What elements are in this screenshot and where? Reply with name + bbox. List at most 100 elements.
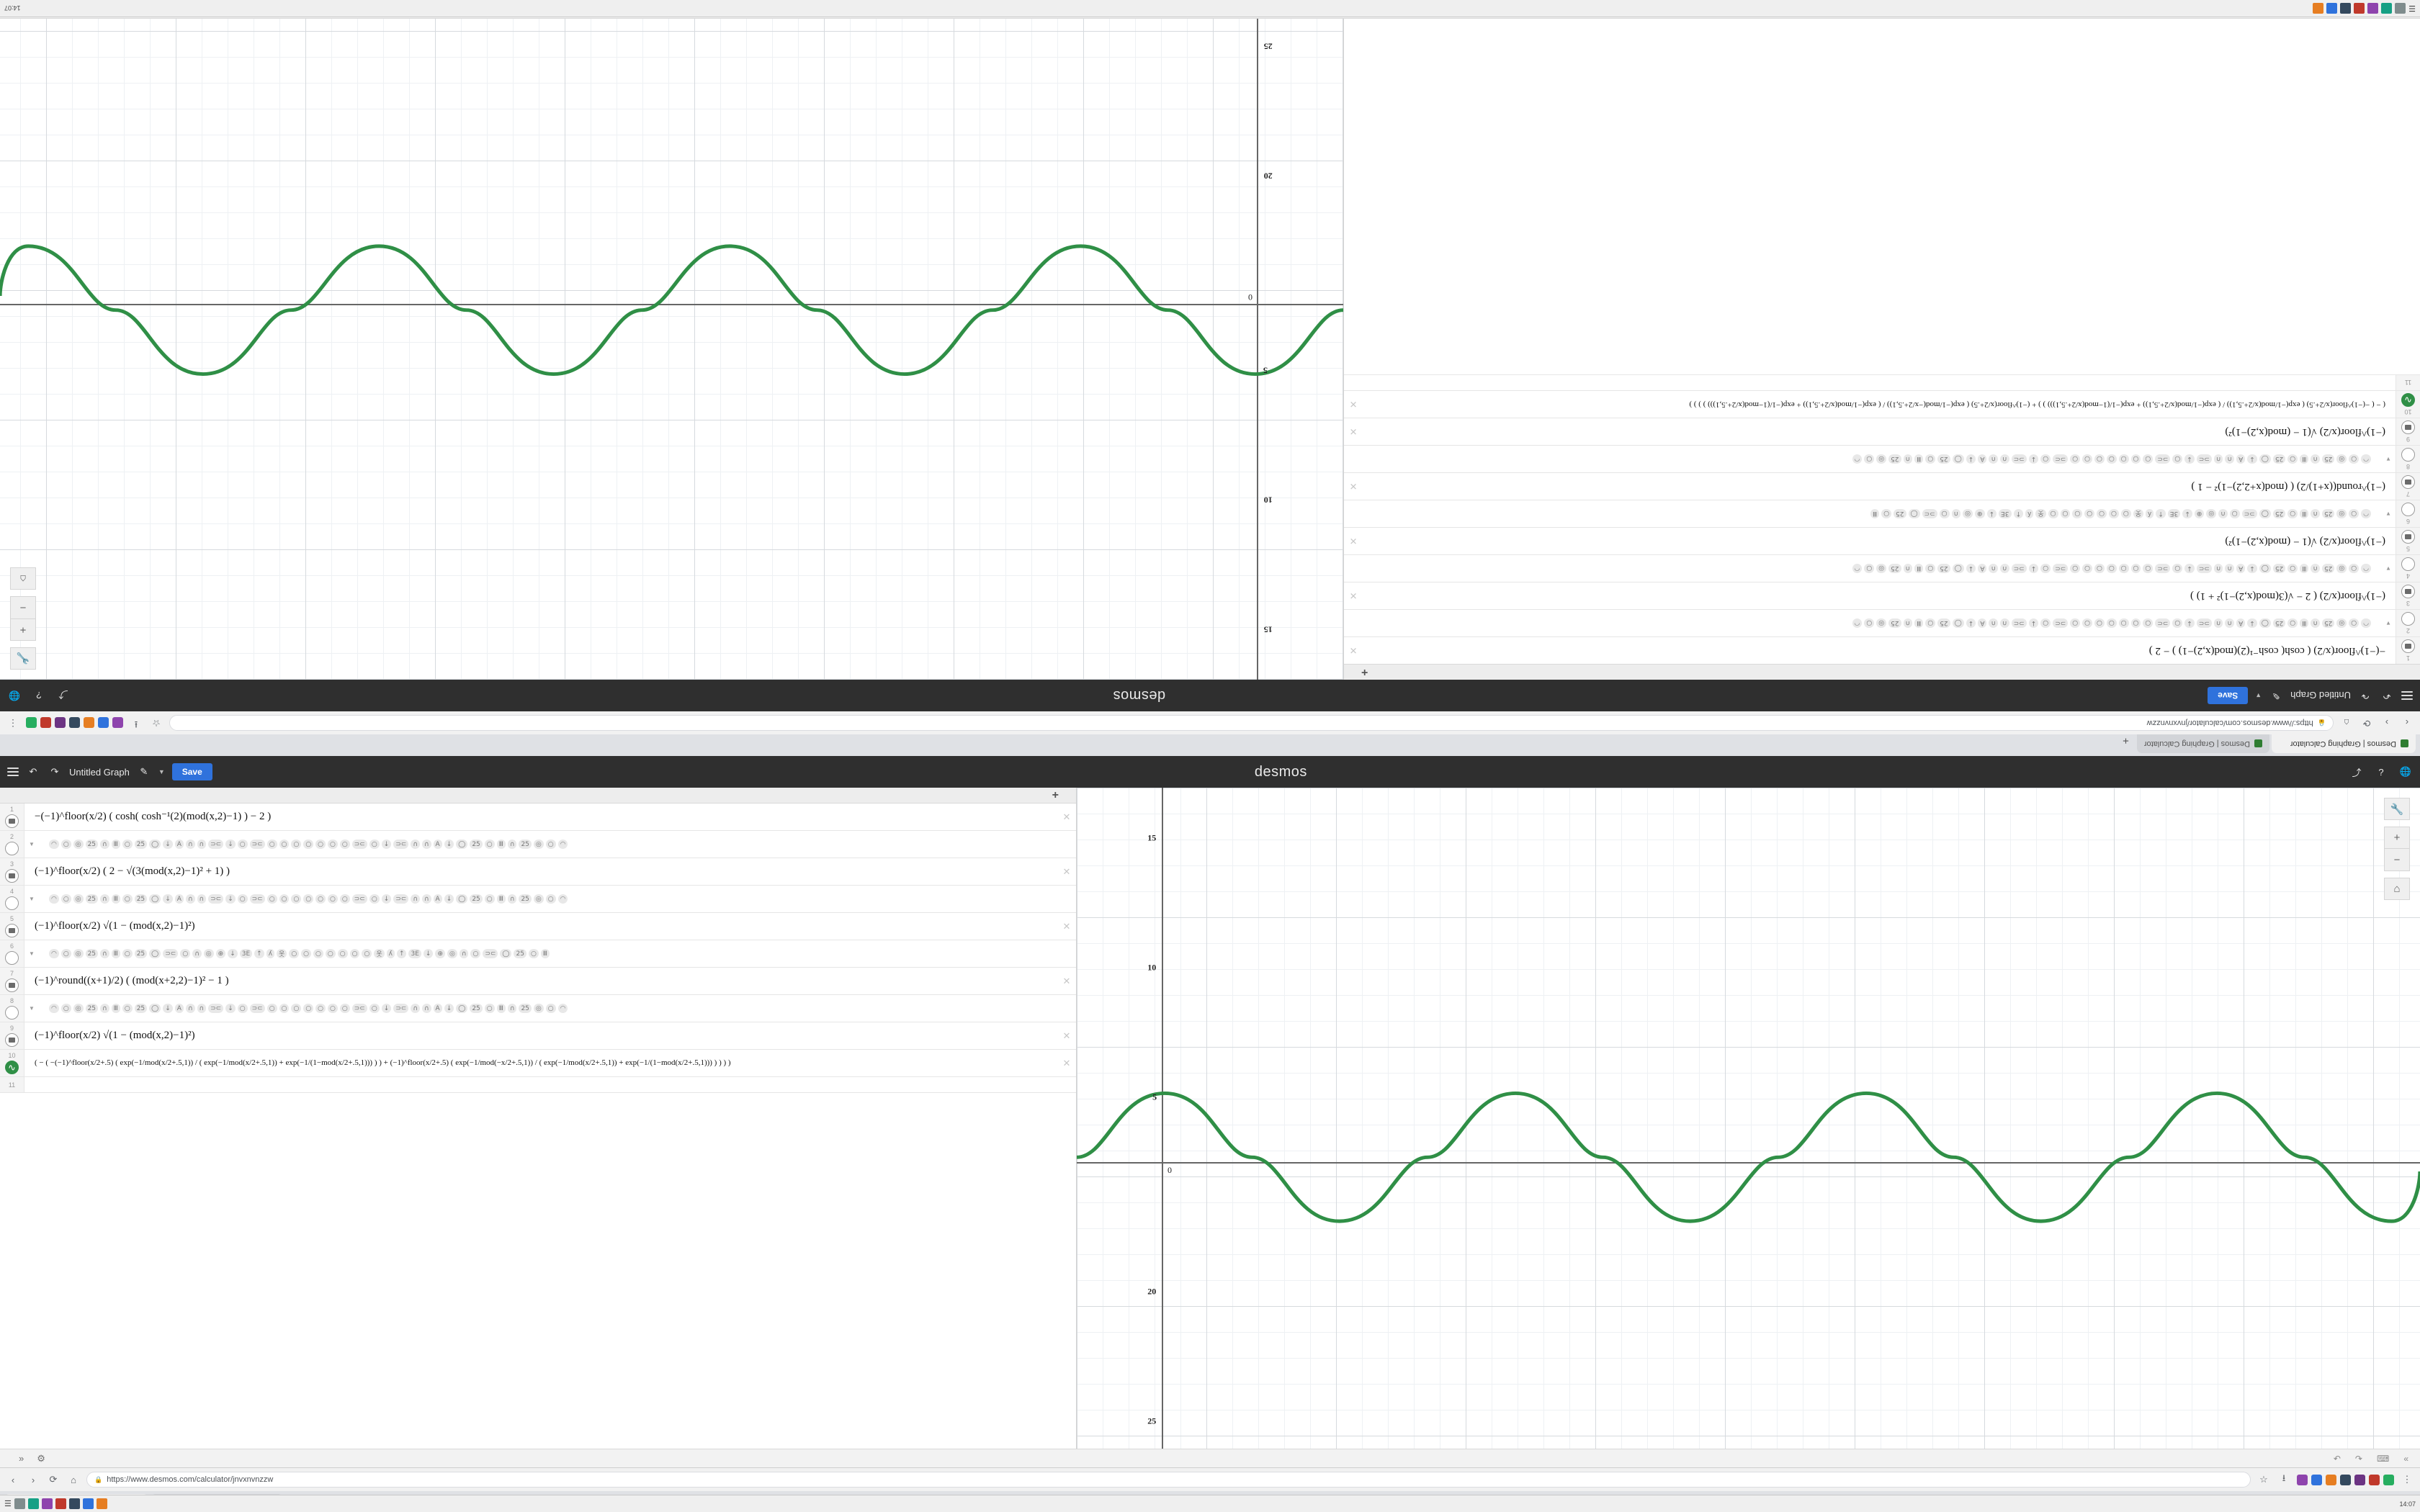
chevron-down-icon[interactable]: ▼ <box>29 1005 35 1012</box>
delete-expression-icon[interactable]: ✕ <box>1349 590 1358 602</box>
expression-visibility-toggle[interactable] <box>2401 530 2415 544</box>
expression-row[interactable]: 6 ▼ ◠ ○ ◎ 25 ∩ Ⅲ ○ 25 ◯ ⊃⊂ ○ ∩ ◎ ⊕ ↓ 3E ↑ ʎ 옷 ○ ○ ○ ○ ○ ○ ○ 옷 ʎ ↑ 3E ↓ ⊕ ◎… <box>1344 500 2420 527</box>
expression-visibility-toggle[interactable] <box>2401 639 2415 653</box>
home-icon[interactable]: ⌂ <box>71 1474 76 1485</box>
globe-icon[interactable]: 🌐 <box>8 690 21 701</box>
delete-expression-icon[interactable]: ✕ <box>1062 811 1071 822</box>
expression-row[interactable]: 7 (−1)^round((x+1)/2) ( (mod(x+2,2)−1)² −… <box>0 968 1076 995</box>
home-icon[interactable]: ⌂ <box>2344 717 2349 729</box>
expression-body[interactable]: ( − ( −(−1)^floor(x/2+.5) ( exp(−1/mod(x… <box>24 1050 1057 1076</box>
address-bar[interactable]: 🔒 https://www.desmos.com/calculator/jnvx… <box>86 1472 2251 1488</box>
delete-expression-icon[interactable]: ✕ <box>1062 865 1071 877</box>
expression-visibility-toggle[interactable] <box>5 814 19 828</box>
globe-icon[interactable]: 🌐 <box>2399 766 2412 777</box>
expression-row[interactable]: 10 ( − ( −(−1)^floor(x/2+.5) ( exp(−1/mod… <box>0 1050 1076 1077</box>
extension-icon[interactable] <box>2340 1474 2351 1485</box>
kebab-menu-icon[interactable]: ⋮ <box>8 718 18 729</box>
gear-icon[interactable]: ⚙ <box>37 1452 45 1464</box>
undo-arrow-icon[interactable]: ↶ <box>2333 1453 2341 1464</box>
delete-expression-icon[interactable]: ✕ <box>1062 1057 1071 1068</box>
expression-row[interactable]: 1 −(−1)^floor(x/2) ( cosh( cosh⁻¹(2)(mod(… <box>1344 636 2420 664</box>
delete-expression-icon[interactable]: ✕ <box>1349 399 1358 410</box>
expression-visibility-toggle[interactable] <box>5 842 19 855</box>
graph-pane[interactable]: 0 5 10 15 20 25 🔧 + − ⌂ <box>0 19 1343 680</box>
edit-pencil-icon[interactable]: ✎ <box>140 766 148 777</box>
expression-visibility-toggle[interactable] <box>5 1006 19 1020</box>
zoom-in-button[interactable]: + <box>10 618 36 641</box>
question-mark-icon[interactable]: ? <box>2378 766 2384 778</box>
zoom-out-button[interactable]: − <box>2384 849 2410 871</box>
reload-icon[interactable]: ⟳ <box>2362 718 2371 729</box>
wrench-icon[interactable]: 🔧 <box>2384 798 2410 820</box>
download-icon[interactable]: ⭳ <box>2282 1472 2286 1483</box>
hamburger-menu-icon[interactable] <box>2401 691 2413 700</box>
expression-body[interactable]: −(−1)^floor(x/2) ( cosh( cosh⁻¹(2)(mod(x… <box>24 804 1057 830</box>
extension-icon[interactable] <box>26 717 37 729</box>
taskbar-icon[interactable] <box>2313 3 2324 14</box>
expression-row[interactable]: 2 ▼ ◠ ○ ◎ 25 ∩ Ⅲ ○ 25 ◯ ↓ A ∩ ∩ ⊃⊂ ↓ ○ ⊃⊂ ○ ○ ○ ○ ○ ○ ○ ⊃⊂ ○ ↓ ⊃⊂ ∩ ∩ A ↓… <box>0 831 1076 858</box>
extension-icon[interactable] <box>112 717 123 729</box>
expression-body[interactable]: ◠ ○ ◎ 25 ∩ Ⅲ ○ 25 ◯ ⊃⊂ ○ ∩ ◎ ⊕ ↓ 3E ↑ ʎ 옷 ○ ○ ○ ○ ○ ○ ○ 옷 ʎ ↑ 3E ↓ ⊕ ◎ ∩ ○… <box>1344 500 2381 527</box>
taskbar-icon[interactable] <box>2354 3 2365 14</box>
expression-visibility-toggle[interactable] <box>2401 420 2415 434</box>
taskbar-icon[interactable] <box>14 1498 25 1509</box>
chevron-down-icon[interactable]: ▼ <box>2255 692 2262 699</box>
address-bar[interactable]: 🔒 https://www.desmos.com/calculator/jnvx… <box>169 715 2334 731</box>
redo-arrow-icon[interactable]: ↷ <box>2361 690 2370 701</box>
expression-row[interactable]: 10 ( − ( −(−1)^floor(x/2+.5) ( exp(−1/mod… <box>1344 390 2420 418</box>
back-icon[interactable]: ‹ <box>11 1474 15 1485</box>
download-icon[interactable]: ⭳ <box>134 719 138 730</box>
kebab-menu-icon[interactable]: ⋮ <box>2402 1474 2412 1485</box>
taskbar-icon[interactable] <box>68 1498 80 1509</box>
expression-row[interactable]: 2 ▼ ◠ ○ ◎ 25 ∩ Ⅲ ○ 25 ◯ ↓ A ∩ ∩ ⊃⊂ ↓ ○ ⊃⊂ ○ ○ ○ ○ ○ ○ ○ ⊃⊂ ○ ↓ ⊃⊂ ∩ ∩ A ↓… <box>1344 609 2420 636</box>
expression-visibility-toggle[interactable] <box>5 869 19 883</box>
expression-body[interactable]: ◠ ○ ◎ 25 ∩ Ⅲ ○ 25 ◯ ⊃⊂ ○ ∩ ◎ ⊕ ↓ 3E ↑ ʎ 옷 ○ ○ ○ ○ ○ ○ ○ 옷 ʎ ↑ 3E ↓ ⊕ ◎ ∩ ○… <box>39 940 1076 967</box>
chevron-down-icon[interactable]: ▼ <box>158 768 165 775</box>
expression-body[interactable]: (−1)^floor(x/2) ( 2 − √(3(mod(x,2)−1)² +… <box>1363 582 2396 609</box>
expression-body[interactable]: (−1)^round((x+1)/2) ( (mod(x+2,2)−1)² − … <box>1363 473 2396 500</box>
taskbar-icon[interactable] <box>2395 3 2406 14</box>
redo-arrow-icon[interactable]: ↷ <box>50 766 59 777</box>
expression-row[interactable]: 5 (−1)^floor(x/2) √(1 − (mod(x,2)−1)²) ✕ <box>0 913 1076 940</box>
extension-icon[interactable] <box>84 717 94 729</box>
expression-body[interactable]: (−1)^floor(x/2) √(1 − (mod(x,2)−1)²) <box>1363 528 2396 554</box>
graph-pane[interactable]: 0 5 10 15 20 25 🔧 + − ⌂ <box>1077 788 2420 1449</box>
expression-visibility-toggle[interactable] <box>2401 393 2415 407</box>
expression-body[interactable]: −(−1)^floor(x/2) ( cosh( cosh⁻¹(2)(mod(x… <box>1363 637 2396 664</box>
expression-body[interactable]: (−1)^floor(x/2) √(1 − (mod(x,2)−1)²) <box>24 1022 1057 1049</box>
expression-body[interactable]: (−1)^floor(x/2) √(1 − (mod(x,2)−1)²) <box>1363 418 2396 445</box>
taskbar-icon[interactable] <box>2367 3 2379 14</box>
expression-visibility-toggle[interactable] <box>2401 503 2415 516</box>
chevron-down-icon[interactable]: ▼ <box>2385 565 2391 572</box>
taskbar-icon[interactable] <box>27 1498 39 1509</box>
expression-row[interactable]: 8 ▼ ◠ ○ ◎ 25 ∩ Ⅲ ○ 25 ◯ ↓ A ∩ ∩ ⊃⊂ ↓ ○ ⊃⊂ ○ ○ ○ ○ ○ ○ ○ ⊃⊂ ○ ↓ ⊃⊂ ∩ ∩ A ↓… <box>1344 445 2420 472</box>
expression-visibility-toggle[interactable] <box>2401 585 2415 598</box>
double-chevron-right-icon[interactable]: » <box>19 1453 24 1464</box>
hamburger-menu-icon[interactable] <box>7 768 19 776</box>
expression-body[interactable]: ◠ ○ ◎ 25 ∩ Ⅲ ○ 25 ◯ ↓ A ∩ ∩ ⊃⊂ ↓ ○ ⊃⊂ ○ ○ ○ ○ ○ ○ ○ ⊃⊂ ○ ↓ ⊃⊂ ∩ ∩ A ↓ ◯ 2… <box>39 886 1076 912</box>
expression-body[interactable]: (−1)^round((x+1)/2) ( (mod(x+2,2)−1)² − … <box>24 968 1057 994</box>
expression-visibility-toggle[interactable] <box>5 951 19 965</box>
delete-expression-icon[interactable]: ✕ <box>1349 426 1358 438</box>
home-button[interactable]: ⌂ <box>2384 878 2410 900</box>
expression-row[interactable]: 6 ▼ ◠ ○ ◎ 25 ∩ Ⅲ ○ 25 ◯ ⊃⊂ ○ ∩ ◎ ⊕ ↓ 3E ↑ ʎ 옷 ○ ○ ○ ○ ○ ○ ○ 옷 ʎ ↑ 3E ↓ ⊕ ◎… <box>0 940 1076 968</box>
expression-row[interactable]: 11 <box>1344 374 2420 390</box>
double-chevron-left-icon[interactable]: « <box>2403 1453 2408 1464</box>
wrench-icon[interactable]: 🔧 <box>10 647 36 670</box>
taskbar-icon[interactable] <box>96 1498 107 1509</box>
keyboard-icon[interactable]: ⌨ <box>2376 1453 2390 1464</box>
expression-row[interactable]: 9 (−1)^floor(x/2) √(1 − (mod(x,2)−1)²) ✕ <box>0 1022 1076 1050</box>
expression-body[interactable]: ( − ( −(−1)^floor(x/2+.5) ( exp(−1/mod(x… <box>1363 391 2396 418</box>
extension-icon[interactable] <box>2297 1474 2308 1485</box>
chevron-down-icon[interactable]: ▼ <box>29 950 35 957</box>
extension-icon[interactable] <box>2311 1474 2322 1485</box>
expression-body[interactable]: (−1)^floor(x/2) √(1 − (mod(x,2)−1)²) <box>24 913 1057 940</box>
hamburger-menu-icon[interactable]: ☰ <box>4 1500 12 1508</box>
expression-row[interactable]: 1 −(−1)^floor(x/2) ( cosh( cosh⁻¹(2)(mod(… <box>0 804 1076 831</box>
delete-expression-icon[interactable]: ✕ <box>1349 536 1358 547</box>
delete-expression-icon[interactable]: ✕ <box>1349 645 1358 657</box>
expression-row[interactable]: 4 ▼ ◠ ○ ◎ 25 ∩ Ⅲ ○ 25 ◯ ↓ A ∩ ∩ ⊃⊂ ↓ ○ ⊃⊂ ○ ○ ○ ○ ○ ○ ○ ⊃⊂ ○ ↓ ⊃⊂ ∩ ∩ A ↓… <box>0 886 1076 913</box>
expression-row[interactable]: 3 (−1)^floor(x/2) ( 2 − √(3(mod(x,2)−1)² … <box>0 858 1076 886</box>
extension-icon[interactable] <box>2326 1474 2336 1485</box>
extension-icon[interactable] <box>98 717 109 729</box>
